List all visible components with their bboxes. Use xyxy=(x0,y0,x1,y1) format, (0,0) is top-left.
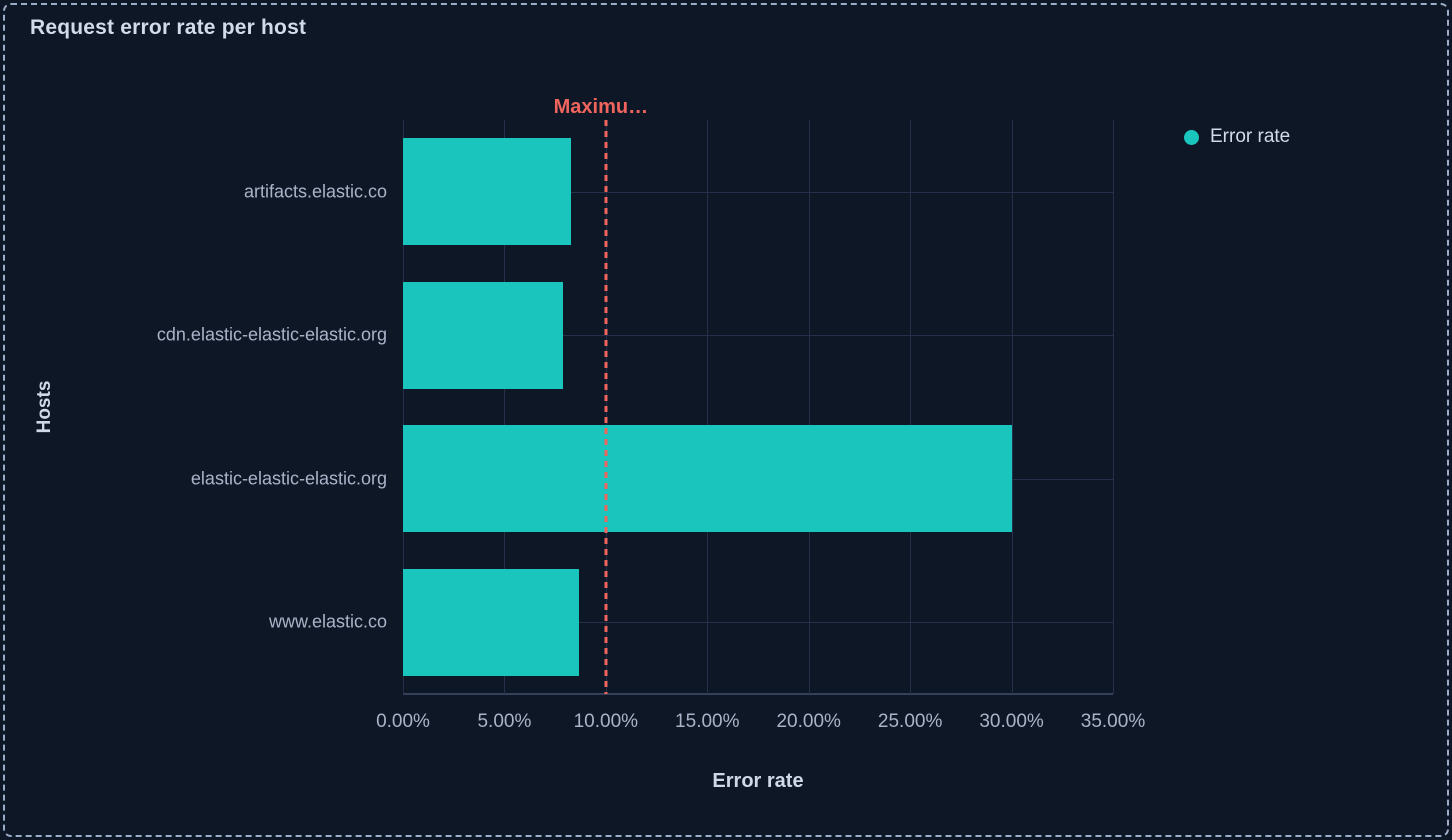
category-label: artifacts.elastic.co xyxy=(243,181,387,202)
bar-www.elastic.co[interactable] xyxy=(403,568,580,676)
x-axis-baseline xyxy=(403,693,1113,695)
vertical-gridline xyxy=(1011,120,1013,694)
category-label: elastic-elastic-elastic.org xyxy=(190,468,387,489)
x-tick-label: 35.00% xyxy=(1080,711,1146,732)
vertical-gridline xyxy=(1113,120,1114,694)
legend-item-label: Error rate xyxy=(1210,126,1291,147)
x-tick-label: 25.00% xyxy=(877,711,943,732)
vertical-gridline xyxy=(403,120,404,694)
x-tick-label: 5.00% xyxy=(477,711,532,732)
x-tick-label: 15.00% xyxy=(675,711,740,732)
bar-elastic-elastic-elastic.org[interactable] xyxy=(403,425,1012,533)
legend-item-error-rate[interactable]: Error rate xyxy=(1184,126,1290,148)
horizontal-gridline xyxy=(403,622,1113,624)
max-threshold-annotation-line[interactable] xyxy=(604,120,608,694)
legend-color-dot-icon xyxy=(1184,129,1199,145)
x-axis-title: Error rate xyxy=(712,770,804,792)
plot-area xyxy=(403,120,1114,695)
x-tick-label: 30.00% xyxy=(979,711,1044,732)
bar-artifacts.elastic.co[interactable] xyxy=(403,138,572,246)
vertical-gridline xyxy=(707,120,709,694)
category-label: cdn.elastic-elastic-elastic.org xyxy=(156,324,387,345)
x-tick-label: 10.00% xyxy=(573,711,639,732)
y-axis-title: Hosts xyxy=(34,380,55,434)
horizontal-gridline xyxy=(403,335,1113,337)
vertical-gridline xyxy=(910,120,912,694)
vertical-gridline xyxy=(504,120,506,694)
horizontal-gridline xyxy=(403,191,1113,193)
panel-title: Request error rate per host xyxy=(30,16,307,39)
annotation-label: Maximu… xyxy=(553,96,649,118)
bar-cdn.elastic-elastic-elastic.org[interactable] xyxy=(403,281,564,389)
x-tick-label: 20.00% xyxy=(776,711,841,732)
x-tick-label: 0.00% xyxy=(376,711,430,732)
category-label: www.elastic.co xyxy=(268,611,387,632)
vertical-gridline xyxy=(808,120,810,694)
